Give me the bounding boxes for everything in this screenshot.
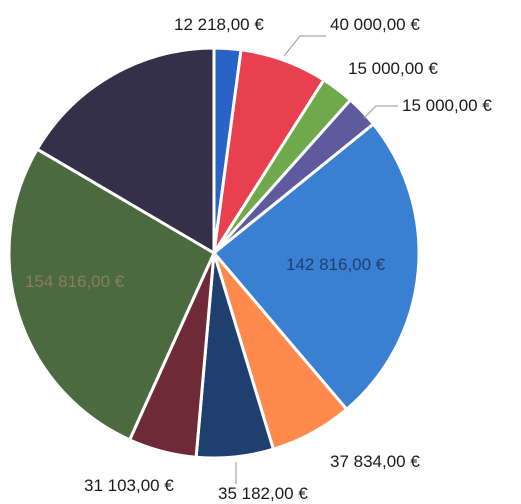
slice-label-4: 15 000,00 € [402, 96, 492, 115]
leader-line-slice-4 [363, 105, 398, 119]
slice-label-7: 35 182,00 € [218, 484, 308, 503]
slice-label-1: 12 218,00 € [174, 15, 264, 34]
slice-label-8: 31 103,00 € [84, 476, 174, 495]
leader-line-slice-2 [283, 35, 326, 57]
slice-label-5: 142 816,00 € [286, 255, 386, 274]
slice-label-9: 154 816,00 € [25, 272, 125, 291]
slice-label-6: 37 834,00 € [330, 452, 420, 471]
leader-lines [235, 35, 398, 484]
pie-slice-5 [212, 122, 421, 411]
pie-slice-10 [35, 46, 216, 255]
pie-slices [7, 46, 421, 460]
pie-slice-9 [7, 147, 216, 442]
slice-label-2: 40 000,00 € [330, 15, 420, 34]
slice-label-3: 15 000,00 € [348, 59, 438, 78]
